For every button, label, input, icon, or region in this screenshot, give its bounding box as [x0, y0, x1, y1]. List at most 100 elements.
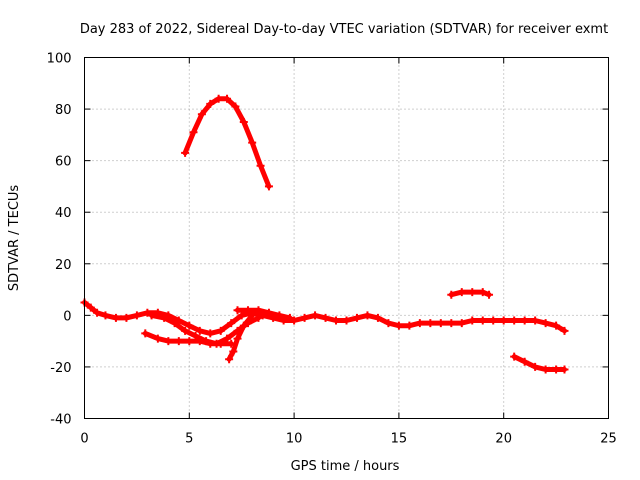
- data-point: [86, 303, 95, 312]
- data-point: [216, 326, 225, 335]
- data-point: [231, 102, 240, 111]
- data-point: [290, 316, 299, 325]
- data-point: [132, 311, 141, 320]
- data-point: [214, 94, 223, 103]
- x-axis-label: GPS time / hours: [291, 459, 400, 474]
- data-point: [275, 311, 284, 320]
- x-tick-label: 10: [286, 432, 303, 447]
- y-tick-label: -40: [50, 413, 71, 428]
- data-point: [212, 339, 221, 348]
- y-tick-label: 40: [55, 206, 72, 221]
- data-point: [147, 311, 156, 320]
- data-point: [225, 355, 234, 364]
- data-point: [185, 321, 194, 330]
- data-point: [394, 321, 403, 330]
- data-point: [202, 337, 211, 346]
- data-point: [181, 148, 190, 157]
- data-point: [143, 308, 152, 317]
- data-point: [311, 311, 320, 320]
- chart-title: Day 283 of 2022, Sidereal Day-to-day VTE…: [80, 22, 608, 37]
- data-point: [197, 110, 206, 119]
- data-point: [101, 311, 110, 320]
- data-point: [531, 316, 540, 325]
- y-tick-label: 0: [63, 309, 71, 324]
- data-point: [552, 365, 561, 374]
- data-point: [141, 329, 150, 338]
- data-point: [300, 313, 309, 322]
- data-point: [541, 365, 550, 374]
- data-point: [485, 290, 494, 299]
- data-point: [520, 316, 529, 325]
- y-tick-label: 100: [47, 52, 72, 67]
- data-point: [229, 347, 238, 356]
- grid: [84, 57, 609, 419]
- data-point: [254, 306, 263, 315]
- data-point: [254, 313, 263, 322]
- y-tick-label: -20: [50, 361, 71, 376]
- data-point: [227, 319, 236, 328]
- data-point: [233, 334, 242, 343]
- axis-ticks: 0 5 10 15 20 25 -40 -20 0 20 40 60 80 100: [47, 52, 617, 447]
- data-point: [256, 161, 265, 170]
- data-point: [447, 290, 456, 299]
- data-point: [405, 321, 414, 330]
- data-point: [189, 128, 198, 137]
- data-point: [373, 313, 382, 322]
- x-tick-label: 0: [80, 432, 88, 447]
- data-point: [93, 308, 102, 317]
- data-point: [248, 138, 257, 147]
- y-tick-label: 20: [55, 258, 72, 273]
- data-point: [195, 326, 204, 335]
- data-point: [160, 313, 169, 322]
- data-point: [164, 337, 173, 346]
- data-point: [510, 316, 519, 325]
- y-axis-label: SDTVAR / TECUs: [7, 185, 22, 292]
- y-tick-label: 80: [55, 103, 72, 118]
- data-point: [181, 326, 190, 335]
- x-tick-label: 20: [495, 432, 512, 447]
- data-point: [111, 313, 120, 322]
- data-point: [520, 357, 529, 366]
- data-point: [478, 288, 487, 297]
- data-point: [457, 319, 466, 328]
- data-point: [552, 321, 561, 330]
- data-point: [153, 334, 162, 343]
- data-point: [415, 319, 424, 328]
- data-point: [223, 334, 232, 343]
- data-point: [264, 308, 273, 317]
- data-point: [510, 352, 519, 361]
- data-point: [468, 316, 477, 325]
- data-point: [560, 365, 569, 374]
- data-point: [174, 337, 183, 346]
- data-point: [384, 319, 393, 328]
- x-tick-label: 15: [391, 432, 408, 447]
- data-point: [426, 319, 435, 328]
- data-point: [478, 316, 487, 325]
- x-tick-label: 5: [185, 432, 193, 447]
- data-point: [191, 331, 200, 340]
- data-point: [223, 94, 232, 103]
- data-point: [239, 321, 248, 330]
- data-point: [352, 313, 361, 322]
- data-point: [363, 311, 372, 320]
- data-point: [531, 362, 540, 371]
- data-point: [206, 99, 215, 108]
- data-point: [321, 313, 330, 322]
- data-point: [447, 319, 456, 328]
- data-point: [499, 316, 508, 325]
- data-point: [206, 329, 215, 338]
- data-point: [243, 306, 252, 315]
- series-arc-high: [182, 96, 272, 189]
- data-point: [541, 319, 550, 328]
- data-point: [436, 319, 445, 328]
- y-tick-label: 60: [55, 155, 72, 170]
- x-tick-label: 25: [600, 432, 617, 447]
- data-point: [489, 316, 498, 325]
- data-point: [185, 337, 194, 346]
- data-point: [560, 326, 569, 335]
- data-point: [285, 313, 294, 322]
- data-point: [239, 117, 248, 126]
- data-layer: [80, 94, 569, 374]
- data-point: [170, 319, 179, 328]
